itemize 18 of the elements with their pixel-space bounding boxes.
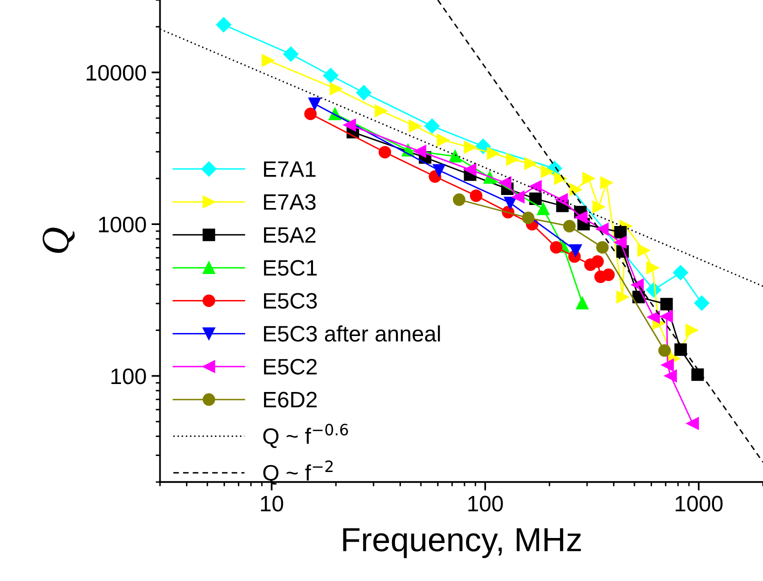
x-tick-label: 1000 [676, 496, 723, 512]
legend-label: E5C1 [264, 260, 317, 276]
legend-label: Q ~ f$^{−2}$ [263, 460, 333, 485]
legend-label: E5C3 after anneal [264, 325, 440, 342]
legend-label: Q ~ f$^{−0.6}$ [263, 424, 348, 448]
y-tick-label: 10000 [86, 64, 146, 81]
legend-label: E5C2 [264, 358, 317, 375]
legend-label: E7A3 [264, 194, 316, 210]
x-tick-label: 100 [468, 496, 503, 512]
legend-label: E5A2 [264, 227, 316, 243]
y-tick-label: 1000 [99, 216, 146, 232]
legend-label: E7A1 [264, 161, 316, 177]
legend-label: E5C3 [264, 292, 317, 309]
y-axis-title: Q [42, 228, 75, 253]
x-tick-label: 10 [260, 496, 284, 512]
y-tick-label: 100 [111, 368, 146, 384]
x-axis-title: Frequency, MHz [343, 528, 581, 558]
legend-label: E6D2 [264, 392, 317, 408]
